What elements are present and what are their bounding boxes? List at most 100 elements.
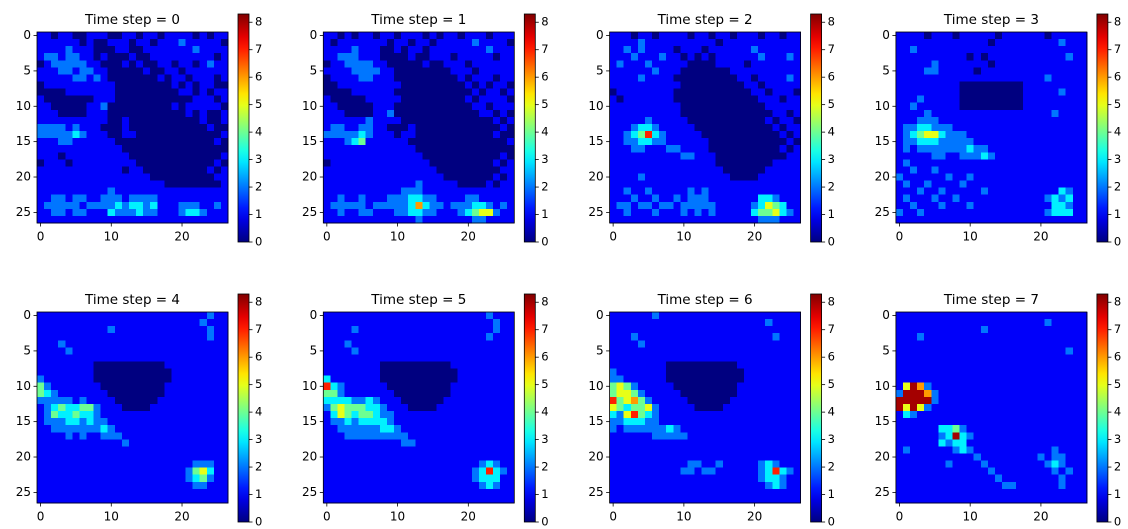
heatmap-cell (973, 194, 982, 203)
heatmap-cell (715, 166, 724, 174)
heatmap-cell (79, 467, 87, 476)
heatmap-cell (351, 81, 360, 89)
heatmap-cell (422, 180, 430, 189)
heatmap-cell (436, 481, 444, 490)
heatmap-cell (644, 333, 653, 341)
heatmap-cell (344, 208, 352, 217)
heatmap-cell (164, 375, 172, 384)
heatmap-cell (744, 39, 752, 47)
heatmap-cell (351, 88, 360, 97)
x-tick-label: 20 (747, 230, 762, 244)
heatmap-cell (493, 46, 501, 54)
heatmap-cell (609, 173, 618, 181)
heatmap-cell (192, 481, 201, 490)
heatmap-cell (136, 39, 144, 47)
heatmap-cell (143, 333, 151, 341)
heatmap-cell (443, 53, 452, 61)
heatmap-cell (72, 60, 80, 68)
heatmap-cell (86, 425, 94, 433)
heatmap-cell (429, 208, 437, 217)
heatmap-cell (924, 32, 932, 40)
heatmap-cell (323, 208, 331, 217)
heatmap-cell (157, 453, 165, 461)
y-tick-label: 20 (16, 170, 31, 184)
heatmap-cell (121, 173, 130, 181)
heatmap-cell (987, 166, 996, 174)
heatmap-cell (609, 152, 618, 160)
heatmap-cell (394, 53, 402, 61)
heatmap-cell (779, 123, 787, 132)
heatmap-cell (51, 95, 59, 104)
heatmap-cell (422, 368, 430, 377)
heatmap-cell (464, 88, 473, 97)
heatmap-cell (365, 123, 374, 132)
heatmap-cell (72, 446, 80, 454)
heatmap-cell (128, 159, 137, 167)
heatmap-cell (994, 109, 1003, 118)
heatmap-cell (199, 495, 208, 504)
heatmap-cell (65, 495, 73, 504)
heatmap-cell (185, 208, 194, 217)
heatmap-cell (708, 187, 717, 196)
heatmap-cell (44, 460, 52, 469)
heatmap-cell (659, 389, 667, 398)
heatmap-cell (507, 347, 515, 355)
heatmap-cell (58, 145, 66, 153)
heatmap-cell (673, 46, 681, 54)
heatmap-cell (192, 333, 201, 341)
heatmap-cell (1079, 39, 1088, 47)
heatmap-cell (637, 67, 646, 75)
heatmap-cell (680, 180, 688, 189)
heatmap-cell (779, 187, 787, 196)
heatmap-cell (486, 347, 494, 355)
heatmap-cell (715, 361, 724, 369)
heatmap-cell (394, 467, 402, 476)
heatmap-cell (401, 46, 409, 54)
heatmap-cell (729, 60, 738, 68)
heatmap-cell (1030, 152, 1038, 160)
heatmap-cell (1072, 123, 1081, 132)
heatmap-cell (422, 375, 430, 384)
heatmap-cell (65, 187, 73, 196)
heatmap-cell (895, 67, 904, 75)
heatmap-cell (93, 375, 102, 384)
heatmap-cell (644, 123, 653, 132)
heatmap-cell (136, 194, 144, 203)
heatmap-cell (722, 109, 731, 118)
heatmap-cell (372, 32, 381, 40)
heatmap-cell (330, 46, 338, 54)
colorbar-tick-label: 3 (1114, 152, 1121, 166)
heatmap-cell (386, 138, 395, 146)
heatmap-cell (471, 138, 480, 146)
heatmap-cell (895, 60, 904, 68)
heatmap-cell (507, 446, 515, 454)
heatmap-cell (1037, 208, 1045, 217)
heatmap-cell (1009, 145, 1017, 153)
heatmap-cell (680, 312, 688, 320)
heatmap-cell (51, 361, 59, 369)
heatmap-cell (386, 187, 395, 196)
heatmap-cell (507, 95, 515, 104)
heatmap-cell (1051, 159, 1060, 167)
heatmap-cell (680, 208, 688, 217)
heatmap-cell (44, 67, 52, 75)
heatmap-cell (436, 460, 444, 469)
heatmap-cell (192, 194, 201, 203)
heatmap-cell (1023, 74, 1031, 82)
heatmap-cell (337, 361, 345, 369)
heatmap-cell (199, 46, 208, 54)
heatmap-cell (1009, 173, 1017, 181)
heatmap-cell (450, 396, 459, 405)
heatmap-cell (500, 368, 508, 377)
heatmap-cell (408, 46, 416, 54)
heatmap-cell (609, 145, 618, 153)
heatmap-cell (171, 326, 179, 334)
heatmap-cell (150, 215, 158, 224)
heatmap-cell (1058, 81, 1067, 89)
heatmap-cell (44, 180, 52, 189)
heatmap-cell (715, 67, 724, 75)
heatmap-cell (779, 354, 787, 362)
heatmap-cell (51, 74, 59, 82)
heatmap-cell (478, 88, 487, 97)
heatmap-cell (185, 88, 194, 97)
